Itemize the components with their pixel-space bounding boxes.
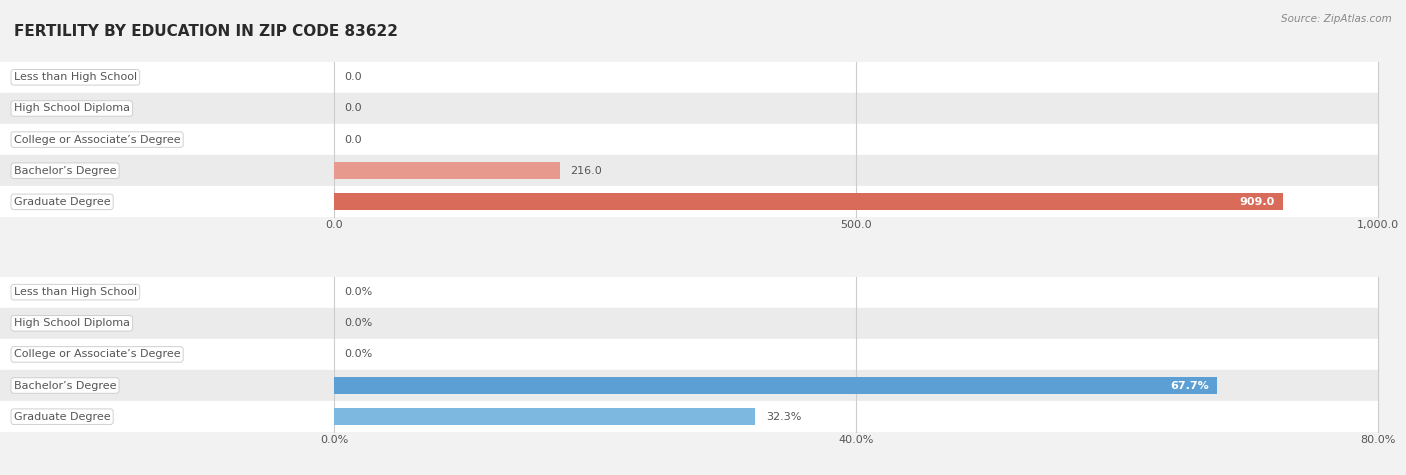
Bar [0,401,1378,432]
Text: 216.0: 216.0 [569,166,602,176]
Bar [335,408,755,425]
Text: Graduate Degree: Graduate Degree [14,197,111,207]
Bar [0,155,1378,186]
Bar [335,377,1218,394]
Text: 0.0: 0.0 [344,134,363,144]
Text: 0.0%: 0.0% [344,350,373,360]
Text: Bachelor’s Degree: Bachelor’s Degree [14,166,117,176]
Text: Less than High School: Less than High School [14,72,136,82]
Text: College or Associate’s Degree: College or Associate’s Degree [14,350,180,360]
Text: Graduate Degree: Graduate Degree [14,412,111,422]
Bar [0,370,1378,401]
Bar [0,339,1378,370]
Text: FERTILITY BY EDUCATION IN ZIP CODE 83622: FERTILITY BY EDUCATION IN ZIP CODE 83622 [14,24,398,39]
Text: 0.0%: 0.0% [344,318,373,328]
Bar [0,276,1378,308]
Bar [335,193,1282,210]
Bar [0,308,1378,339]
Text: 0.0: 0.0 [344,72,363,82]
Bar [0,124,1378,155]
Text: 67.7%: 67.7% [1170,380,1209,390]
Text: High School Diploma: High School Diploma [14,318,129,328]
Text: 32.3%: 32.3% [766,412,801,422]
Bar [0,62,1378,93]
Bar [0,93,1378,124]
Bar [0,186,1378,218]
Text: 0.0: 0.0 [344,104,363,114]
Text: Bachelor’s Degree: Bachelor’s Degree [14,380,117,390]
Text: College or Associate’s Degree: College or Associate’s Degree [14,134,180,144]
Text: High School Diploma: High School Diploma [14,104,129,114]
Text: Source: ZipAtlas.com: Source: ZipAtlas.com [1281,14,1392,24]
Text: Less than High School: Less than High School [14,287,136,297]
Text: 909.0: 909.0 [1239,197,1275,207]
Text: 0.0%: 0.0% [344,287,373,297]
Bar [335,162,560,179]
